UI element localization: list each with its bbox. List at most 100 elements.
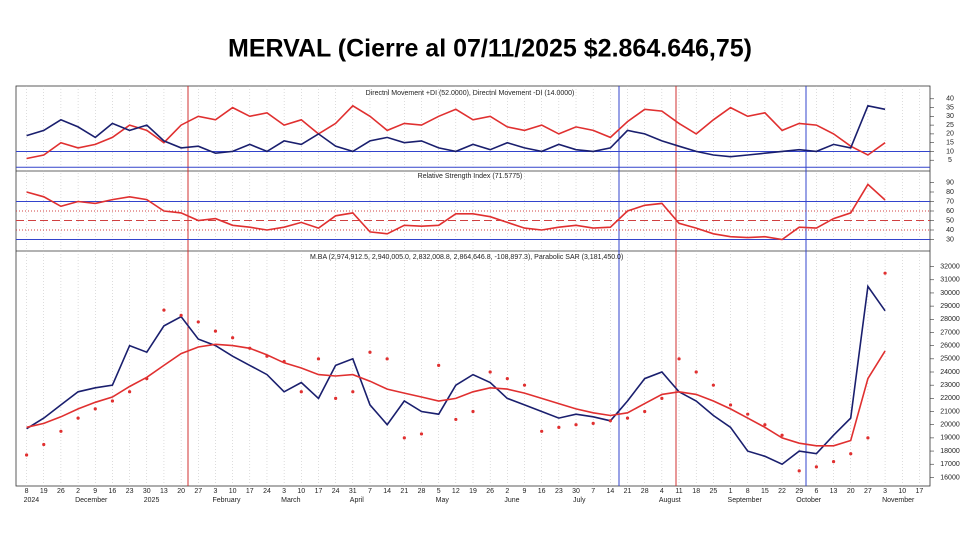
month-label: May (436, 497, 450, 504)
sar-dot (110, 399, 115, 403)
month-label: June (504, 497, 519, 504)
x-tick-label: 19 (40, 488, 48, 495)
sar-dot (248, 346, 252, 350)
sar-dot (162, 308, 166, 312)
x-tick-label: 20 (177, 488, 185, 495)
x-tick-label: 3 (282, 488, 286, 495)
x-tick-label: 21 (400, 488, 408, 495)
sar-dot (368, 350, 372, 354)
y-tick-label: 24000 (940, 369, 960, 376)
y-tick-label: 30 (946, 113, 954, 120)
panel-subtitle: Relative Strength Index (71.5775) (418, 173, 523, 180)
x-tick-label: 24 (263, 488, 271, 495)
sar-dot (574, 423, 578, 427)
sar-dot (694, 370, 698, 374)
sar-dot (883, 271, 887, 275)
y-tick-label: 90 (946, 179, 954, 186)
x-tick-label: 23 (126, 488, 134, 495)
month-label: February (212, 497, 241, 504)
sar-dot (522, 383, 527, 387)
x-tick-label: 8 (746, 488, 750, 495)
x-tick-label: 17 (246, 488, 254, 495)
x-tick-label: 11 (675, 488, 682, 495)
sar-dot (677, 357, 681, 361)
sar-dot (831, 460, 836, 464)
month-label: April (350, 497, 364, 504)
x-tick-label: 29 (795, 488, 803, 495)
x-tick-label: 12 (452, 488, 460, 495)
x-tick-label: 10 (297, 488, 305, 495)
x-tick-label: 5 (437, 488, 441, 495)
sar-dot (59, 429, 63, 433)
y-tick-label: 35 (946, 104, 954, 111)
y-tick-label: 18000 (940, 448, 960, 455)
y-tick-label: 29000 (940, 303, 960, 310)
x-tick-label: 28 (641, 488, 649, 495)
sar-dot (231, 336, 235, 340)
panel-subtitle: Directnl Movement +DI (52.0000), Directn… (366, 90, 575, 97)
x-tick-label: 26 (486, 488, 494, 495)
sar-dot (265, 354, 269, 358)
series-line (26, 284, 886, 466)
month-label: November (882, 497, 915, 504)
x-tick-label: 22 (778, 488, 786, 495)
series-line (26, 104, 886, 158)
y-tick-label: 60 (946, 208, 954, 215)
x-tick-label: 30 (572, 488, 580, 495)
sar-dot (849, 452, 853, 456)
y-tick-label: 27000 (940, 329, 960, 336)
y-tick-label: 70 (946, 198, 954, 205)
x-tick-label: 6 (814, 488, 818, 495)
sar-dot (660, 396, 664, 400)
month-label: 2025 (144, 497, 160, 504)
sar-dot (196, 320, 200, 324)
y-tick-label: 5 (948, 157, 952, 164)
chart-title: MERVAL (Cierre al 07/11/2025 $2.864.646,… (228, 35, 752, 63)
y-tick-label: 20 (946, 131, 954, 138)
y-tick-label: 30 (946, 236, 954, 243)
x-tick-label: 16 (538, 488, 546, 495)
sar-dot (42, 442, 46, 447)
month-label: December (75, 497, 108, 504)
x-tick-label: 13 (160, 488, 168, 495)
sar-dot (625, 416, 630, 420)
x-tick-label: 17 (916, 488, 924, 495)
x-tick-label: 13 (830, 488, 838, 495)
x-tick-label: 9 (93, 488, 97, 495)
x-tick-label: 3 (213, 488, 217, 495)
x-tick-label: 7 (368, 488, 372, 495)
x-tick-label: 20 (847, 488, 855, 495)
x-tick-label: 10 (898, 488, 906, 495)
x-tick-label: 28 (418, 488, 426, 495)
x-tick-label: 2 (76, 488, 80, 495)
x-tick-label: 9 (523, 488, 527, 495)
sar-dot (385, 357, 389, 361)
x-tick-label: 19 (469, 488, 477, 495)
sar-dot (179, 313, 183, 317)
month-label: 2024 (24, 497, 40, 504)
sar-dot (488, 370, 492, 374)
sar-dot (780, 433, 784, 437)
x-tick-label: 1 (729, 488, 733, 495)
y-tick-label: 31000 (940, 277, 960, 284)
x-tick-label: 8 (25, 488, 29, 495)
sar-dot (540, 429, 544, 433)
x-tick-label: 7 (591, 488, 595, 495)
y-tick-label: 23000 (940, 382, 960, 389)
y-tick-label: 30000 (940, 290, 960, 297)
y-tick-label: 40 (946, 96, 954, 103)
y-tick-label: 28000 (940, 316, 960, 323)
x-tick-label: 14 (606, 488, 614, 495)
x-tick-label: 3 (883, 488, 887, 495)
sar-dot (454, 417, 458, 422)
x-tick-label: 4 (660, 488, 664, 495)
x-tick-label: 30 (143, 488, 151, 495)
x-tick-label: 31 (349, 488, 357, 495)
sar-dot (471, 409, 475, 414)
sar-dot (711, 383, 715, 387)
month-label: August (659, 497, 681, 504)
sar-dot (299, 390, 303, 394)
sar-dot (591, 421, 595, 425)
y-tick-label: 10 (946, 148, 954, 155)
